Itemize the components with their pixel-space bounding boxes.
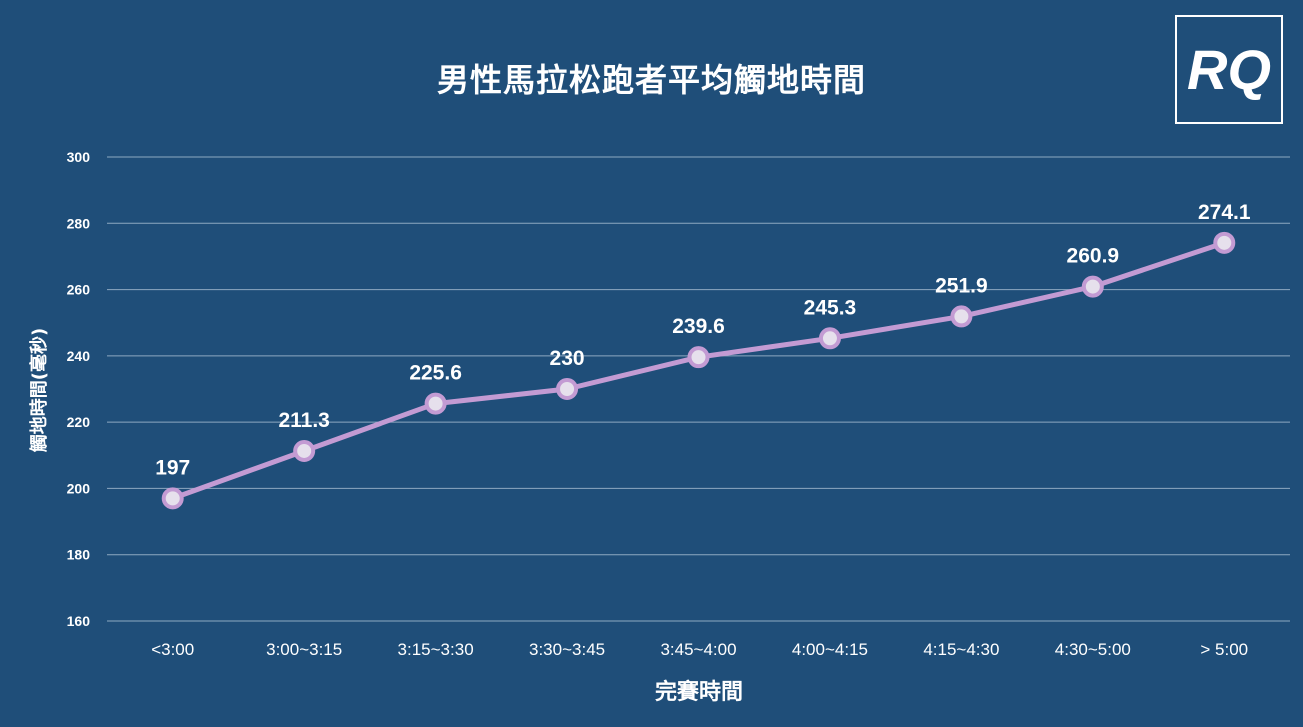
rq-logo: RQ xyxy=(1175,15,1283,124)
data-label: 230 xyxy=(550,347,585,370)
gridlines xyxy=(107,156,1290,622)
data-label: 260.9 xyxy=(1067,245,1120,268)
series-line xyxy=(171,240,1226,501)
data-point-marker xyxy=(293,439,316,462)
x-tick-label: <3:00 xyxy=(151,640,194,659)
chart-title: 男性馬拉松跑者平均觸地時間 xyxy=(436,61,866,99)
data-point-marker xyxy=(556,378,579,400)
y-tick-label: 200 xyxy=(67,480,91,496)
x-tick-label: 4:15~4:30 xyxy=(923,640,999,659)
data-point-marker xyxy=(687,346,710,369)
data-point-marker xyxy=(950,305,973,328)
data-label: 211.3 xyxy=(278,409,329,432)
data-point-marker xyxy=(1213,231,1236,254)
y-tick-label: 300 xyxy=(67,149,91,165)
data-label: 225.6 xyxy=(409,362,462,385)
data-point-marker xyxy=(1081,275,1104,298)
data-label: 251.9 xyxy=(935,274,988,297)
data-point-marker xyxy=(161,487,184,510)
y-tick-label: 240 xyxy=(67,348,91,364)
data-labels: 197 211.3 225.6 230 239.6 245.3 251.9 260.9 274.… xyxy=(155,201,1251,480)
y-axis-ticks: 160 180 200 220 240 260 280 300 xyxy=(67,149,91,629)
y-tick-label: 160 xyxy=(67,613,91,629)
data-point-marker xyxy=(424,392,447,415)
x-tick-label: 4:00~4:15 xyxy=(792,640,868,659)
data-label: 245.3 xyxy=(804,296,857,319)
x-tick-label: 3:45~4:00 xyxy=(660,640,736,659)
x-tick-label: 3:00~3:15 xyxy=(266,640,342,659)
x-axis-ticks: <3:00 3:00~3:15 3:15~3:30 3:30~3:45 3:45~4:0… xyxy=(151,640,1248,659)
x-tick-label: 3:30~3:45 xyxy=(529,640,605,659)
y-tick-label: 220 xyxy=(67,414,91,430)
data-markers xyxy=(161,231,1236,510)
x-axis-title: 完賽時間 xyxy=(654,680,743,705)
data-label: 197 xyxy=(155,456,190,479)
y-tick-label: 280 xyxy=(67,215,91,231)
y-tick-label: 260 xyxy=(67,282,91,298)
x-tick-label: > 5:00 xyxy=(1200,640,1248,659)
data-label: 274.1 xyxy=(1198,201,1251,224)
x-tick-label: 4:30~5:00 xyxy=(1055,640,1131,659)
y-tick-label: 180 xyxy=(67,547,91,563)
data-label: 239.6 xyxy=(672,315,725,338)
data-point-marker xyxy=(818,327,841,350)
x-tick-label: 3:15~3:30 xyxy=(398,640,474,659)
